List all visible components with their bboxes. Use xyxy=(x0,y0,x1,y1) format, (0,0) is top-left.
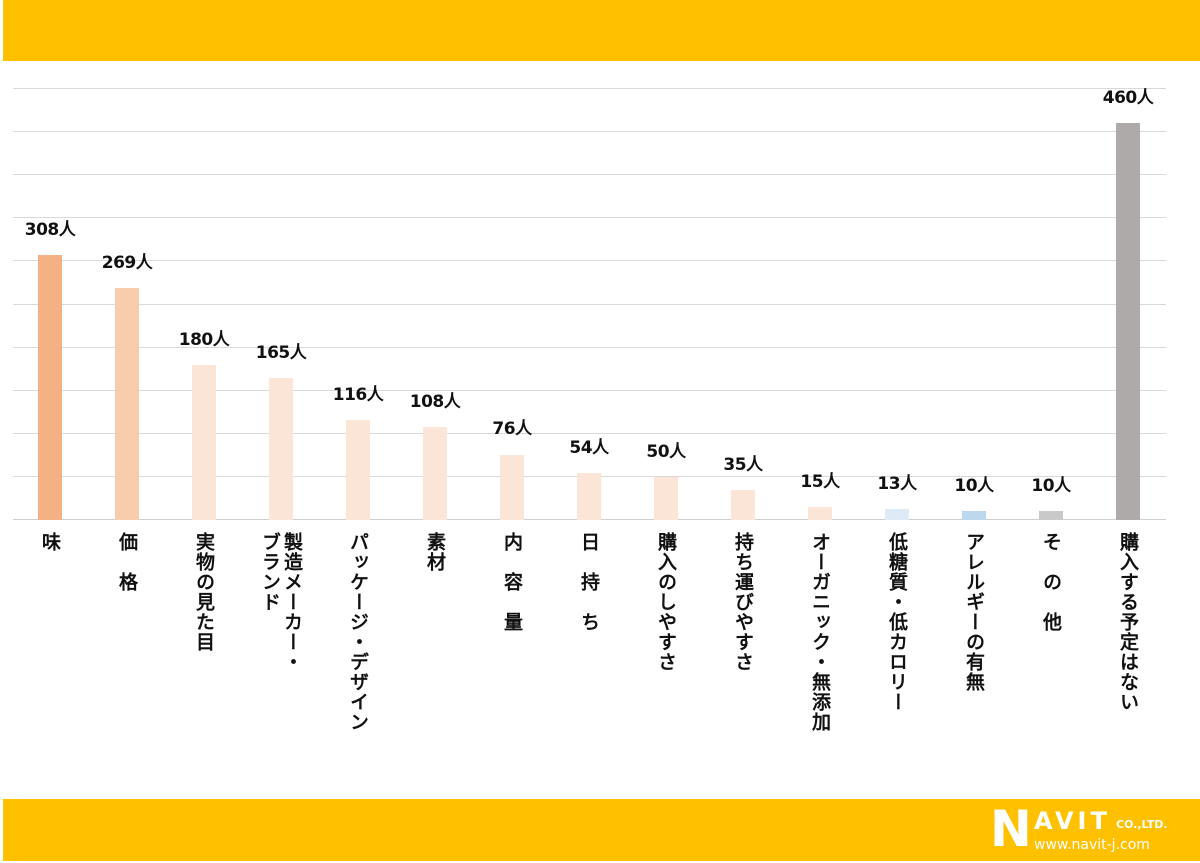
category-label: 購入のしやすさ xyxy=(655,532,677,672)
category-label: 購入する予定はない xyxy=(1117,532,1139,712)
bar-13 xyxy=(1039,511,1063,520)
bar-4 xyxy=(346,420,370,520)
category-label: アレルギーの有無 xyxy=(963,532,985,692)
value-label: 308人 xyxy=(24,219,76,240)
category-label: 内 容 量 xyxy=(501,532,523,632)
bar-1 xyxy=(115,288,139,520)
category-label: オーガニック・無添加 xyxy=(809,532,831,732)
value-label: 54人 xyxy=(569,438,609,459)
value-label: 50人 xyxy=(646,441,686,462)
bar-10 xyxy=(808,507,832,520)
category-label: 実物の見た目 xyxy=(193,532,215,652)
footer-band xyxy=(3,799,1200,861)
gridline xyxy=(13,131,1166,133)
navit-logo: N AVIT CO.,LTD. www.navit-j.com xyxy=(990,803,1190,859)
value-label: 108人 xyxy=(409,391,461,412)
bar-8 xyxy=(654,476,678,520)
plot-area: 308人 269人 180人 165人 116人 108人 76人 54人 50人 35人 15人 1… xyxy=(13,88,1166,520)
category-label: 素材 xyxy=(424,532,446,572)
gridline xyxy=(13,174,1166,176)
bar-3 xyxy=(269,377,293,520)
value-label: 165人 xyxy=(255,342,307,363)
category-label: 味 xyxy=(39,532,61,552)
header-band xyxy=(3,0,1200,61)
bar-7 xyxy=(577,473,601,520)
bar-2 xyxy=(192,364,216,520)
bar-0 xyxy=(38,254,62,520)
value-label: 35人 xyxy=(723,454,763,475)
value-label: 76人 xyxy=(492,419,532,440)
bar-14 xyxy=(1116,123,1140,520)
category-label: 持ち運びやすさ xyxy=(732,532,754,672)
gridline xyxy=(13,88,1166,89)
gridline xyxy=(13,303,1166,305)
logo-company-suffix: CO.,LTD. xyxy=(1116,818,1168,831)
value-label: 13人 xyxy=(877,473,917,494)
category-label: パッケージ・デザイン xyxy=(347,532,369,732)
category-label: 価 格 xyxy=(116,532,138,592)
value-label: 15人 xyxy=(800,472,840,493)
gridline xyxy=(13,260,1166,262)
logo-avit: AVIT xyxy=(1034,807,1111,835)
category-label: そ の 他 xyxy=(1040,532,1062,632)
logo-n: N xyxy=(990,800,1032,858)
category-label: 製造メーカー・ ブランド xyxy=(259,532,303,672)
value-label: 269人 xyxy=(101,253,153,274)
gridline xyxy=(13,217,1166,219)
value-label: 460人 xyxy=(1102,88,1154,109)
bar-12 xyxy=(962,511,986,520)
gridline xyxy=(13,389,1166,391)
gridline xyxy=(13,432,1166,434)
category-label: 日 持 ち xyxy=(578,532,600,632)
bar-5 xyxy=(423,426,447,520)
bar-9 xyxy=(731,489,755,520)
gridline xyxy=(13,346,1166,348)
value-label: 10人 xyxy=(954,476,994,497)
bar-11 xyxy=(885,508,909,520)
value-label: 116人 xyxy=(332,385,384,405)
logo-url: www.navit-j.com xyxy=(1034,837,1150,853)
value-label: 180人 xyxy=(178,329,230,350)
bar-6 xyxy=(500,454,524,520)
value-label: 10人 xyxy=(1031,476,1071,497)
category-label: 低糖質・低カロリー xyxy=(886,532,908,712)
